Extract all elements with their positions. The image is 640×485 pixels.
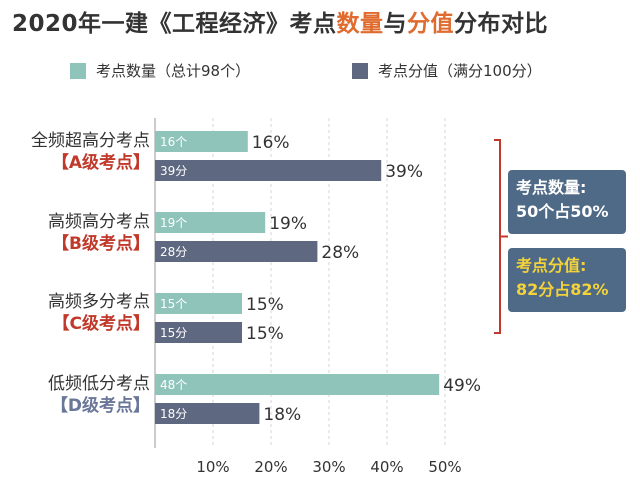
x-tick-label: 20% bbox=[254, 458, 287, 476]
x-tick-label: 10% bbox=[196, 458, 229, 476]
bar-count bbox=[155, 374, 440, 395]
bar-inner-label: 16个 bbox=[160, 135, 187, 149]
bar-inner-label: 39分 bbox=[160, 164, 187, 178]
legend: 考点数量（总计98个） 考点分值（满分100分） bbox=[0, 60, 640, 90]
title-mid: 与 bbox=[383, 11, 408, 37]
bar-value-label: 28% bbox=[321, 243, 359, 263]
summary-value-line2: 82分占82% bbox=[516, 280, 609, 299]
category-level: 【D级考点】 bbox=[50, 396, 150, 416]
legend-swatch-count bbox=[70, 62, 86, 79]
bar-value-label: 19% bbox=[269, 214, 307, 234]
bar-value-label: 15% bbox=[246, 324, 284, 344]
bar-inner-label: 19个 bbox=[160, 216, 187, 230]
bar-inner-label: 15分 bbox=[160, 326, 187, 340]
summary-count-box: 考点数量: 50个占50% bbox=[508, 170, 626, 234]
bar-inner-label: 18分 bbox=[160, 407, 187, 421]
bar-count bbox=[155, 212, 266, 233]
bar-value-label: 49% bbox=[443, 376, 481, 396]
bar-count bbox=[155, 131, 248, 152]
group-bracket bbox=[494, 139, 501, 334]
bar-value-label: 39% bbox=[385, 162, 423, 182]
title-highlight-count: 数量 bbox=[336, 11, 384, 37]
legend-swatch-value bbox=[352, 62, 368, 79]
legend-item-count: 考点数量（总计98个） bbox=[70, 60, 250, 81]
category-level: 【A级考点】 bbox=[51, 153, 150, 173]
summary-count-line2: 50个占50% bbox=[516, 202, 609, 221]
title-suffix: 分布对比 bbox=[454, 11, 549, 37]
x-tick-label: 30% bbox=[312, 458, 345, 476]
bar-value-label: 15% bbox=[246, 295, 284, 315]
x-tick-label: 50% bbox=[428, 458, 461, 476]
category-name: 高频高分考点 bbox=[48, 212, 150, 232]
summary-value-box: 考点分值: 82分占82% bbox=[508, 248, 626, 312]
bar-value-label: 18% bbox=[263, 405, 301, 425]
bar-inner-label: 15个 bbox=[160, 297, 187, 311]
summary-value-line1: 考点分值: bbox=[516, 256, 587, 275]
bar-inner-label: 48个 bbox=[160, 378, 187, 392]
bar-value bbox=[155, 241, 318, 262]
bar-inner-label: 28分 bbox=[160, 245, 187, 259]
title-highlight-value: 分值 bbox=[407, 11, 455, 37]
category-level: 【C级考点】 bbox=[52, 314, 150, 334]
category-label-c: 高频多分考点 【C级考点】 bbox=[10, 291, 150, 335]
category-name: 低频低分考点 bbox=[48, 374, 150, 394]
category-name: 全频超高分考点 bbox=[31, 131, 150, 151]
category-name: 高频多分考点 bbox=[48, 292, 150, 312]
bar-count bbox=[155, 293, 242, 314]
bar-value bbox=[155, 322, 242, 343]
legend-label-count: 考点数量（总计98个） bbox=[96, 62, 251, 80]
bar-value-label: 16% bbox=[252, 133, 290, 153]
category-label-b: 高频高分考点 【B级考点】 bbox=[10, 211, 150, 255]
category-label-a: 全频超高分考点 【A级考点】 bbox=[10, 130, 150, 174]
legend-label-value: 考点分值（满分100分） bbox=[378, 62, 542, 80]
chart-title: 2020年一建《工程经济》考点数量与分值分布对比 bbox=[12, 4, 548, 38]
title-prefix: 2020年一建《工程经济》考点 bbox=[12, 11, 337, 37]
bar-value bbox=[155, 403, 260, 424]
summary-count-line1: 考点数量: bbox=[516, 178, 587, 197]
category-label-d: 低频低分考点 【D级考点】 bbox=[10, 373, 150, 417]
x-tick-label: 40% bbox=[370, 458, 403, 476]
bar-value bbox=[155, 160, 382, 181]
legend-item-value: 考点分值（满分100分） bbox=[352, 60, 542, 81]
category-level: 【B级考点】 bbox=[52, 234, 150, 254]
